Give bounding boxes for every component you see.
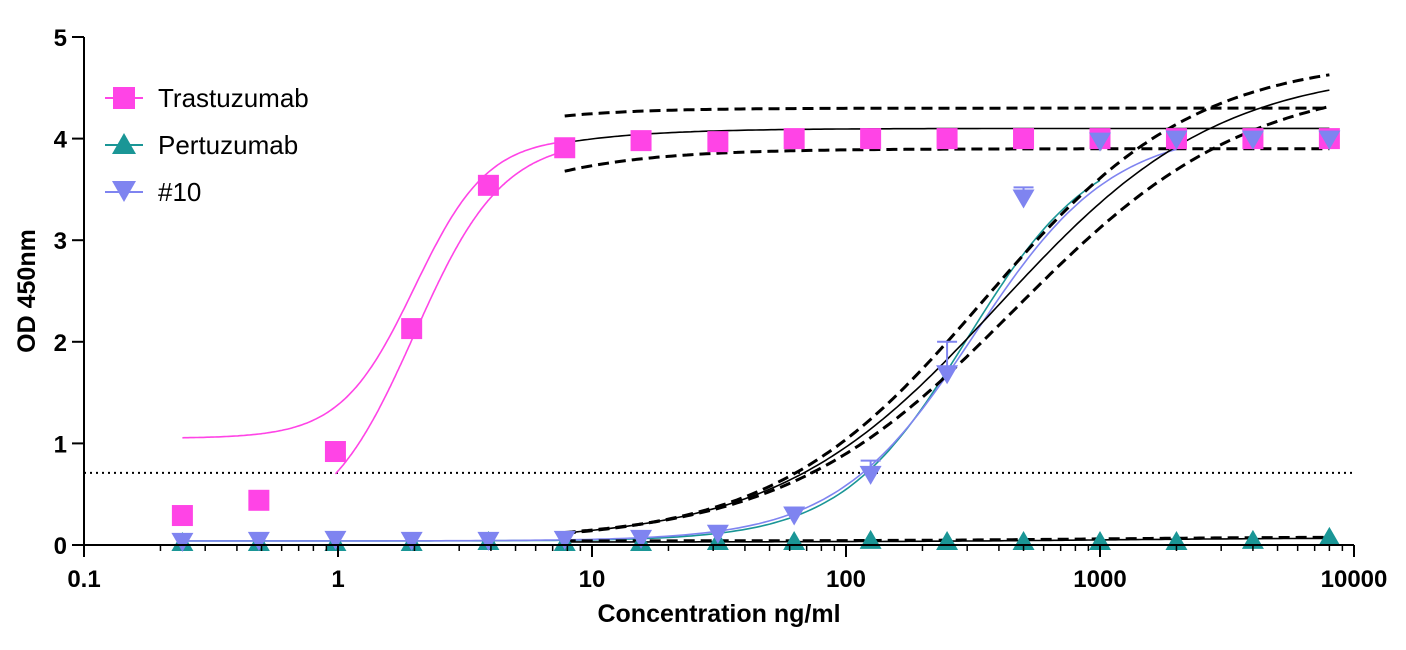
point-10-3	[400, 531, 423, 551]
square-marker-icon	[113, 87, 135, 109]
point-10-2	[324, 530, 347, 550]
legend-label-10: #10	[158, 177, 201, 207]
point-10-4	[477, 531, 500, 551]
point-10-10	[936, 365, 959, 385]
y-tick-label-3: 3	[54, 228, 67, 255]
point-trastuzumab-3	[401, 318, 423, 340]
point-10-7	[706, 524, 729, 544]
legend-label-trastuzumab: Trastuzumab	[158, 83, 309, 113]
point-trastuzumab-11	[1013, 128, 1035, 150]
fit-trastuzumab-fit-lower-95-band	[564, 147, 1330, 173]
fit-10-fit	[182, 148, 1177, 542]
y-axis-title: OD 450nm	[13, 229, 41, 353]
point-10-14	[1241, 130, 1264, 150]
point-10-5	[553, 530, 576, 550]
x-tick-label-1: 1	[331, 566, 344, 593]
point-pertuzumab-15	[1318, 526, 1341, 546]
point-trastuzumab-2	[324, 441, 346, 463]
x-tick-label-5: 10000	[1321, 566, 1388, 593]
data-markers	[171, 128, 1341, 552]
point-trastuzumab-7	[707, 131, 729, 153]
legend-item-trastuzumab: Trastuzumab	[105, 83, 309, 113]
point-10-11	[1012, 189, 1035, 209]
x-tick-label-0: 0.1	[67, 566, 100, 593]
x-tick-label-4: 1000	[1073, 566, 1126, 593]
point-trastuzumab-8	[783, 128, 805, 150]
point-10-0	[171, 532, 194, 552]
fit-trastuzumab-fit	[182, 140, 565, 439]
triangle-up-marker-icon	[112, 133, 136, 154]
point-trastuzumab-9	[860, 128, 882, 150]
fit-10-fit-lower-95-band	[564, 105, 1330, 534]
point-trastuzumab-5	[554, 137, 576, 159]
point-trastuzumab-6	[630, 130, 652, 152]
legend-label-pertuzumab: Pertuzumab	[158, 130, 298, 160]
point-trastuzumab-1	[248, 489, 270, 511]
y-tick-label-0: 0	[54, 533, 67, 560]
point-10-6	[630, 529, 653, 549]
point-trastuzumab-4	[477, 174, 499, 196]
x-axis-title: Concentration ng/ml	[597, 600, 840, 628]
point-10-1	[247, 531, 270, 551]
point-10-9	[859, 465, 882, 485]
point-10-8	[783, 506, 806, 526]
x-tick-label-2: 10	[579, 566, 606, 593]
point-10-15	[1318, 130, 1341, 150]
x-tick-label-3: 100	[826, 566, 866, 593]
legend-item-pertuzumab: Pertuzumab	[105, 130, 298, 160]
y-tick-label-2: 2	[54, 330, 67, 357]
triangle-down-marker-icon	[112, 181, 136, 202]
legend: Trastuzumab Pertuzumab #10	[105, 83, 309, 207]
fit-10-black-fit	[564, 89, 1330, 534]
fit-trastuzumab-fit-2	[334, 150, 565, 475]
y-tick-label-4: 4	[54, 127, 68, 154]
point-10-12	[1089, 132, 1111, 152]
y-tick-label-5: 5	[54, 25, 67, 52]
y-tick-label-1: 1	[54, 431, 67, 458]
point-trastuzumab-0	[171, 505, 193, 527]
point-10-13	[1165, 130, 1188, 150]
point-trastuzumab-10	[936, 128, 958, 150]
axes: 0.1 1 10 100 1000 10000 0 1 2 3 4 5	[54, 25, 1388, 593]
fit-trastuzumab-fit-upper-95-band	[564, 106, 1330, 118]
legend-item-10: #10	[105, 177, 201, 207]
